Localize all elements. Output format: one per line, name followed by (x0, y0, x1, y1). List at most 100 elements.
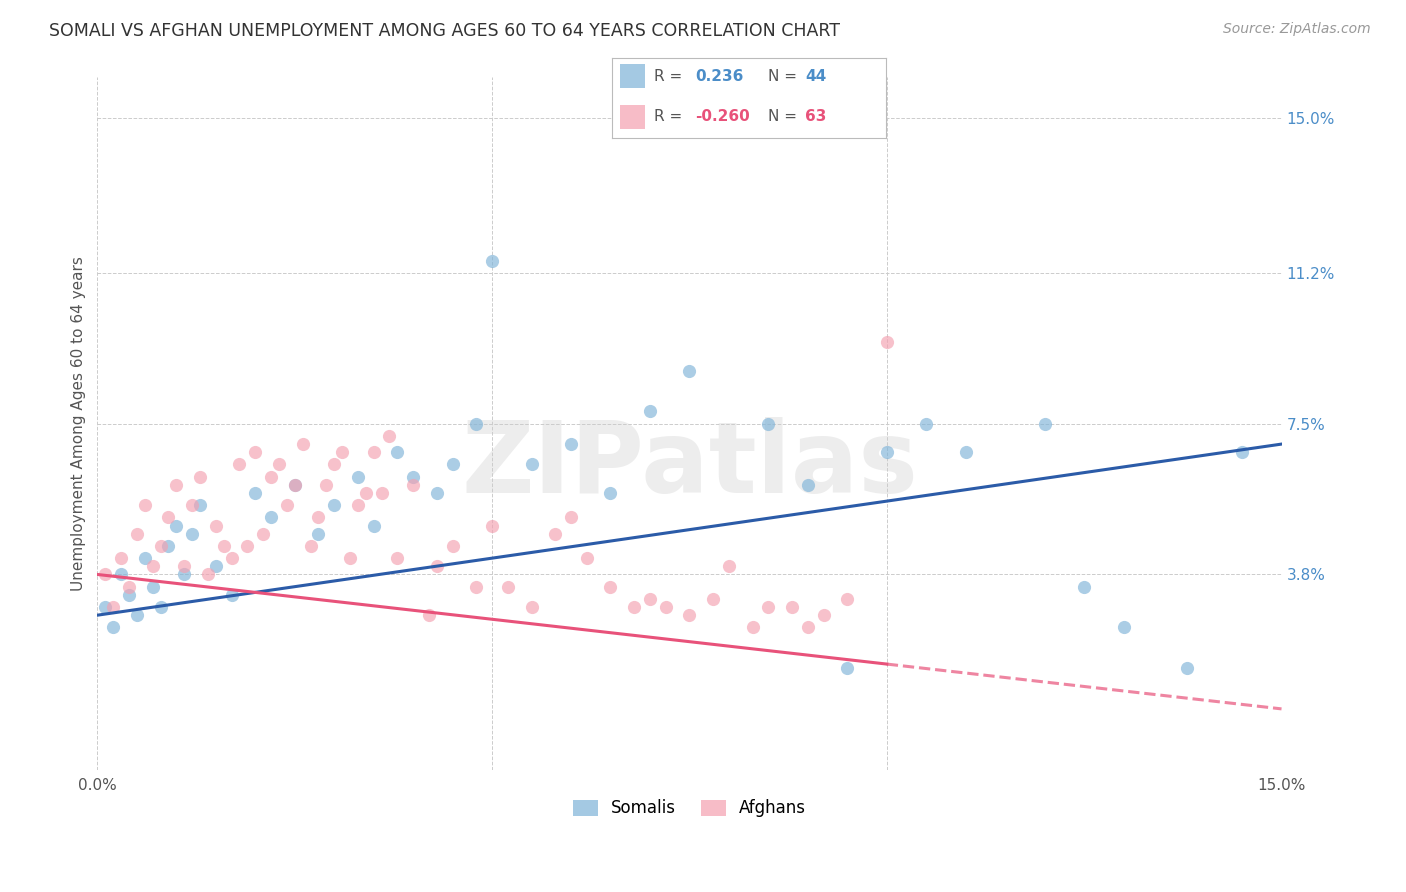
Point (142, 559, 165, 574)
Point (837, 591, 859, 606)
Point (157, 510, 180, 524)
FancyBboxPatch shape (620, 64, 644, 88)
Point (181, 526, 204, 541)
Point (260, 469, 283, 483)
Text: R =: R = (654, 69, 682, 84)
Point (291, 437, 314, 451)
FancyBboxPatch shape (620, 104, 644, 128)
Point (101, 600, 124, 615)
Text: 0.236: 0.236 (695, 69, 744, 84)
Point (638, 404, 661, 418)
Point (599, 486, 621, 500)
Point (173, 567, 195, 582)
Point (544, 526, 567, 541)
Point (101, 620, 124, 634)
Point (118, 580, 141, 594)
Point (125, 526, 148, 541)
Point (387, 551, 409, 566)
Point (284, 478, 307, 492)
Legend: Somalis, Afghans: Somalis, Afghans (567, 793, 813, 824)
Point (245, 486, 267, 500)
Point (758, 417, 780, 431)
Point (465, 417, 488, 431)
Point (323, 458, 346, 472)
Point (173, 559, 195, 574)
Point (110, 567, 132, 582)
Text: Source: ZipAtlas.com: Source: ZipAtlas.com (1223, 22, 1371, 37)
Point (623, 600, 645, 615)
Point (165, 478, 187, 492)
Point (876, 335, 898, 350)
Point (204, 518, 226, 533)
Point (228, 458, 250, 472)
Point (426, 486, 449, 500)
Text: SOMALI VS AFGHAN UNEMPLOYMENT AMONG AGES 60 TO 64 YEARS CORRELATION CHART: SOMALI VS AFGHAN UNEMPLOYMENT AMONG AGES… (49, 22, 841, 40)
Point (354, 486, 377, 500)
Point (1033, 417, 1056, 431)
Point (465, 580, 488, 594)
Point (387, 445, 409, 459)
Point (221, 588, 243, 602)
Point (245, 445, 267, 459)
Point (363, 518, 385, 533)
Point (560, 437, 582, 451)
Point (94, 600, 117, 615)
Point (575, 551, 598, 566)
Text: 63: 63 (804, 109, 827, 124)
Point (813, 608, 835, 623)
Point (197, 567, 219, 582)
Text: N =: N = (768, 109, 797, 124)
Point (307, 510, 329, 524)
Point (678, 608, 700, 623)
Point (260, 510, 283, 524)
Point (157, 539, 180, 553)
Point (149, 539, 172, 553)
Point (276, 498, 298, 512)
Point (837, 661, 859, 675)
Point (267, 458, 290, 472)
Text: -0.260: -0.260 (695, 109, 749, 124)
Point (188, 469, 211, 483)
Text: 44: 44 (804, 69, 827, 84)
Point (134, 551, 156, 566)
Point (520, 600, 543, 615)
Point (441, 539, 464, 553)
Point (1230, 445, 1253, 459)
Point (378, 429, 401, 443)
Point (299, 539, 322, 553)
Point (347, 498, 370, 512)
Point (599, 580, 621, 594)
Point (481, 253, 503, 268)
Point (188, 498, 211, 512)
Point (655, 600, 678, 615)
Point (496, 580, 519, 594)
Point (221, 551, 243, 566)
Point (330, 445, 353, 459)
Point (204, 559, 226, 574)
Text: R =: R = (654, 109, 682, 124)
Point (678, 364, 700, 378)
Point (315, 478, 337, 492)
Point (252, 526, 274, 541)
Point (134, 498, 156, 512)
Point (741, 620, 763, 634)
Point (797, 620, 820, 634)
Point (955, 445, 977, 459)
Point (1073, 580, 1095, 594)
Point (110, 551, 132, 566)
Point (702, 591, 724, 606)
Y-axis label: Unemployment Among Ages 60 to 64 years: Unemployment Among Ages 60 to 64 years (72, 256, 86, 591)
Point (481, 518, 503, 533)
Point (118, 588, 141, 602)
Point (181, 498, 204, 512)
Point (426, 559, 449, 574)
Point (1112, 620, 1135, 634)
Point (402, 469, 425, 483)
Point (370, 486, 392, 500)
Text: ZIPatlas: ZIPatlas (461, 417, 918, 514)
Point (323, 498, 346, 512)
Point (876, 445, 898, 459)
Point (284, 478, 307, 492)
Text: N =: N = (768, 69, 797, 84)
Point (717, 559, 740, 574)
